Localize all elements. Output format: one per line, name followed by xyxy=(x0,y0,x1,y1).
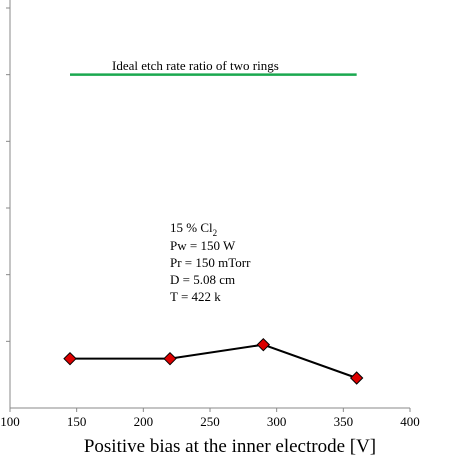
x-tick-label: 100 xyxy=(0,414,20,429)
condition-line: D = 5.08 cm xyxy=(170,272,235,287)
data-point xyxy=(63,351,77,366)
x-tick-label: 350 xyxy=(334,414,354,429)
series-line xyxy=(70,343,358,379)
x-ticks: 100 150 200 250 300 350 400 xyxy=(0,408,420,429)
data-point xyxy=(256,337,271,352)
condition-line: T = 422 k xyxy=(170,289,221,304)
data-point xyxy=(349,371,364,385)
condition-lines: Pw = 150 W Pr = 150 mTorr D = 5.08 cm T = 4… xyxy=(170,238,251,304)
condition-line: Pw = 150 W xyxy=(170,238,236,253)
condition-cl2-text: 15 % Cl xyxy=(170,220,213,235)
x-tick-label: 300 xyxy=(267,414,287,429)
x-tick-label: 250 xyxy=(200,414,220,429)
condition-cl2-subscript: 2 xyxy=(213,228,218,238)
y-ticks xyxy=(6,7,10,342)
condition-cl2: 15 % Cl2 xyxy=(170,220,217,238)
condition-line: Pr = 150 mTorr xyxy=(170,255,251,270)
x-tick-label: 400 xyxy=(400,414,420,429)
x-axis-title: Positive bias at the inner electrode [V] xyxy=(84,436,376,457)
data-series xyxy=(63,337,364,385)
data-point xyxy=(163,351,177,366)
ideal-ratio-label: Ideal etch rate ratio of two rings xyxy=(112,58,279,73)
x-tick-label: 150 xyxy=(67,414,87,429)
x-tick-label: 200 xyxy=(134,414,154,429)
